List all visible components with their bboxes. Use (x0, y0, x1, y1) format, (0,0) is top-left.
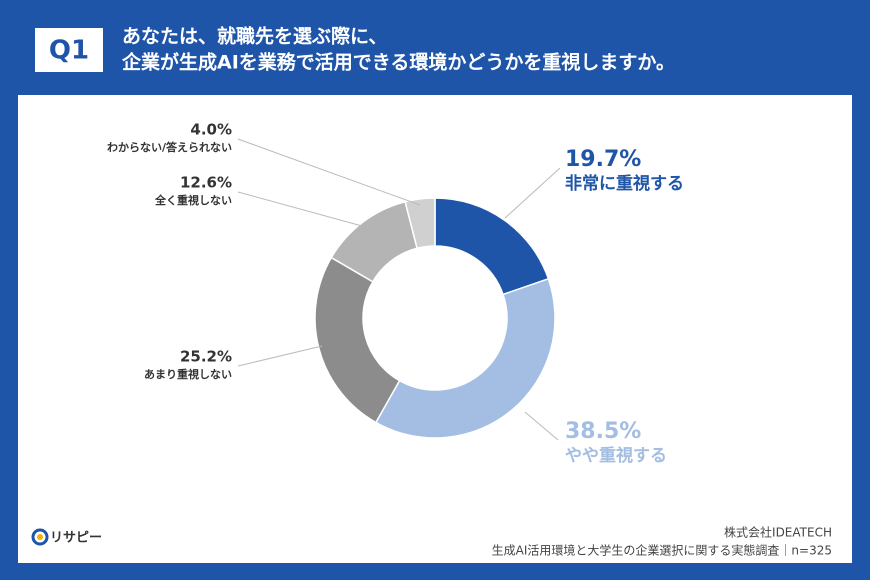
footer-company: 株式会社IDEATECH (724, 525, 832, 540)
leader-line (237, 191, 363, 227)
card (18, 95, 852, 563)
logo-icon (37, 534, 43, 540)
value-label: 38.5% (565, 419, 641, 444)
badge: Q1 (49, 36, 89, 66)
footer-survey: 生成AI活用環境と大学生の企業選択に関する実態調査｜n=325 (492, 543, 832, 558)
category-label: あまり重視しない (144, 367, 232, 381)
donut-slice (404, 197, 436, 250)
leader-line (504, 167, 561, 219)
title-line: 企業が生成AIを業務で活用できる環境かどうかを重視しますか。 (121, 51, 675, 74)
value-label: 12.6% (180, 174, 232, 192)
category-label: 全く重視しない (154, 193, 232, 207)
leader-line (237, 345, 323, 367)
category-label: わからない/答えられない (107, 140, 232, 154)
leader-line (524, 411, 559, 441)
title-line: あなたは、就職先を選ぶ際に、 (122, 25, 387, 48)
logo-icon (31, 528, 49, 546)
value-label: 25.2% (180, 348, 232, 366)
value-label: 19.7% (565, 147, 641, 172)
value-label: 4.0% (190, 121, 232, 139)
leader-line (237, 138, 421, 206)
category-label: 非常に重視する (565, 173, 684, 194)
logo: リサピー (50, 531, 102, 546)
badge-box (35, 28, 103, 72)
donut-slice (374, 277, 556, 439)
category-label: やや重視する (565, 445, 667, 466)
